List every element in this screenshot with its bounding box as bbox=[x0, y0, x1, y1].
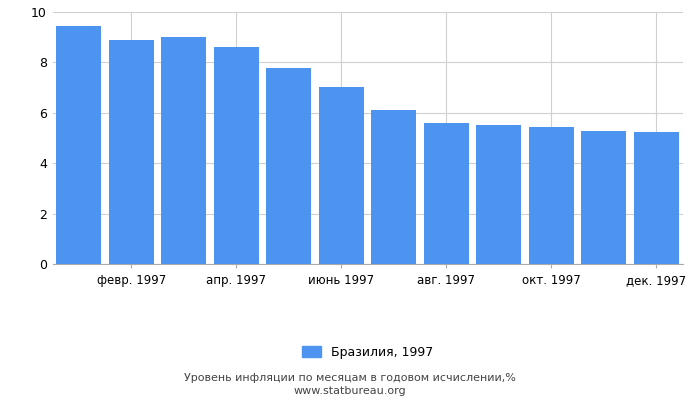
Bar bbox=[214, 47, 258, 264]
Bar bbox=[529, 127, 573, 264]
Bar bbox=[57, 26, 101, 264]
Legend: Бразилия, 1997: Бразилия, 1997 bbox=[297, 340, 438, 364]
Bar bbox=[162, 37, 206, 264]
Bar bbox=[267, 68, 311, 264]
Text: www.statbureau.org: www.statbureau.org bbox=[294, 386, 406, 396]
Bar bbox=[477, 125, 521, 264]
Bar bbox=[319, 87, 363, 264]
Bar bbox=[582, 131, 626, 264]
Bar bbox=[424, 123, 468, 264]
Bar bbox=[109, 40, 153, 264]
Bar bbox=[372, 110, 416, 264]
Bar bbox=[634, 132, 678, 264]
Text: Уровень инфляции по месяцам в годовом исчислении,%: Уровень инфляции по месяцам в годовом ис… bbox=[184, 373, 516, 383]
